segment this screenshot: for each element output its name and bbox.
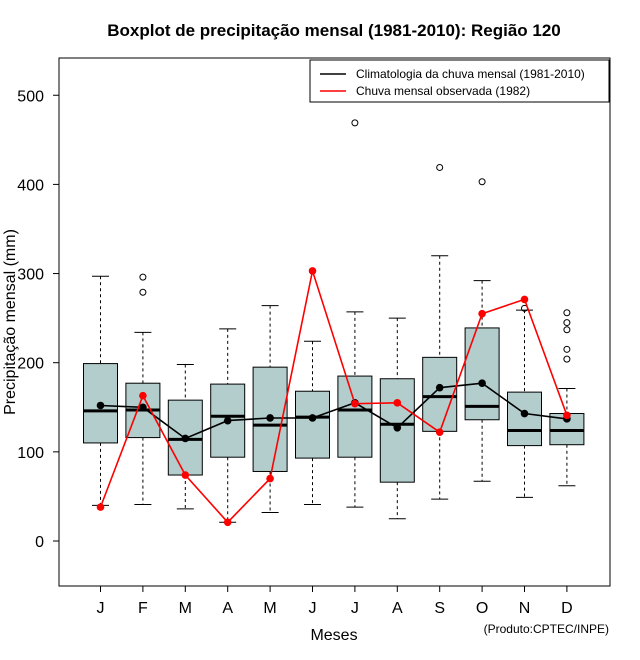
series-point: [393, 423, 402, 432]
x-tick-label: A: [222, 600, 233, 617]
legend-entry-1: Climatologia da chuva mensal (1981-2010): [320, 67, 585, 81]
x-tick-label: J: [309, 600, 317, 617]
x-tick-label: N: [519, 600, 531, 617]
series-point: [96, 401, 105, 410]
credit-text: (Produto:CPTEC/INPE): [484, 622, 609, 636]
axis-layer: 0 100 200 300 400 500 J F M A M J J A S O N D: [17, 88, 572, 617]
observed-series: [96, 267, 571, 527]
box-11: [507, 304, 542, 498]
x-tick-label: S: [434, 600, 445, 617]
y-axis-label: Precipitação mensal (mm): [2, 229, 19, 415]
series-line: [100, 382, 568, 440]
series-point: [478, 309, 486, 318]
x-tick-label: J: [351, 600, 359, 617]
series-point: [223, 518, 232, 527]
x-tick-label: O: [476, 600, 488, 617]
chart-title: Boxplot de precipitação mensal (1981-201…: [107, 21, 561, 40]
box-iqr: [337, 375, 373, 458]
y-tick-label: 100: [17, 445, 44, 462]
series-point: [478, 379, 486, 388]
series-point: [308, 267, 317, 275]
y-tick-label: 300: [17, 267, 44, 284]
legend-entry-2: Chuva mensal observada (1982): [320, 84, 530, 98]
outlier-point: [139, 288, 147, 296]
box-9: [422, 163, 458, 500]
outlier-point: [478, 178, 486, 186]
legend: Climatologia da chuva mensal (1981-2010)…: [309, 59, 610, 103]
outlier-point: [563, 319, 571, 327]
x-tick-label: D: [561, 600, 573, 617]
series-point: [435, 383, 444, 392]
series-point: [223, 416, 232, 425]
series-point: [308, 414, 317, 422]
series-point: [139, 403, 147, 412]
series-point: [266, 474, 274, 483]
series-point: [520, 409, 529, 418]
y-tick-label: 200: [17, 356, 44, 373]
x-tick-label: M: [263, 600, 276, 617]
series-point: [563, 411, 571, 420]
series-point: [351, 399, 359, 408]
series-point: [181, 471, 190, 479]
x-tick-label: F: [138, 600, 148, 617]
outlier-point: [139, 273, 147, 281]
outlier-point: [436, 163, 444, 171]
box-iqr: [422, 356, 458, 432]
series-point: [266, 414, 274, 422]
y-tick-label: 400: [17, 177, 44, 194]
legend-label: Chuva mensal observada (1982): [356, 84, 530, 98]
series-layer: [96, 267, 571, 527]
series-point: [435, 428, 444, 437]
y-tick-label: 500: [17, 88, 44, 105]
x-axis-label: Meses: [310, 627, 357, 644]
series-line: [99, 267, 568, 524]
outlier-point: [351, 119, 359, 127]
box-iqr: [295, 390, 330, 459]
outlier-point: [563, 309, 571, 317]
series-point: [520, 295, 529, 304]
series-point: [181, 434, 190, 443]
series-point: [139, 391, 147, 400]
legend-label: Climatologia da chuva mensal (1981-2010): [356, 67, 585, 81]
outlier-point: [563, 326, 571, 334]
x-tick-label: J: [97, 600, 105, 617]
box-10: [464, 178, 500, 482]
series-point: [96, 503, 105, 511]
x-tick-label: A: [392, 600, 403, 617]
series-point: [393, 399, 402, 407]
box-iqr: [507, 391, 542, 447]
legend-box: [309, 59, 610, 103]
outlier-point: [563, 345, 571, 353]
y-tick-label: 0: [35, 534, 44, 551]
x-tick-label: M: [179, 600, 192, 617]
outlier-point: [563, 355, 571, 363]
